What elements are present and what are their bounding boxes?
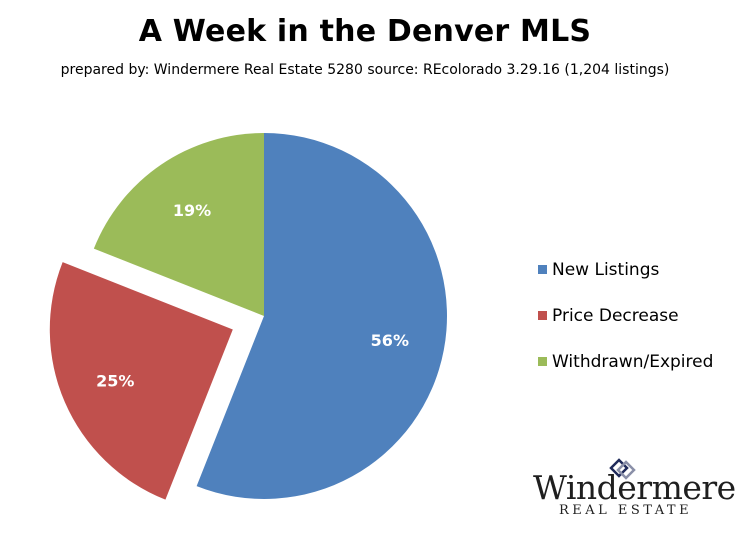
legend-item-new-listings: New Listings [538,258,713,281]
legend-label: New Listings [552,259,660,280]
logo-subtext: REAL ESTATE [558,503,693,518]
legend-item-price-decrease: Price Decrease [538,304,713,327]
pie-slice-withdrawn-expired [93,133,264,316]
data-label: 19% [173,201,211,220]
chart-title: A Week in the Denver MLS [138,14,592,49]
data-label: 25% [96,371,134,390]
legend-label: Withdrawn/Expired [552,351,714,372]
legend: New Listings Price Decrease Withdrawn/Ex… [538,258,713,396]
legend-swatch [538,357,547,366]
chart-subtitle: prepared by: Windermere Real Estate 5280… [60,62,670,78]
windermere-diamond-icon [609,458,636,480]
logo-wordmark: Windermere [533,468,736,507]
pie-slice-new-listings [196,133,447,500]
legend-swatch [538,311,547,320]
data-label: 56% [371,331,409,350]
legend-swatch [538,265,547,274]
pie-slice-price-decrease [49,262,233,500]
windermere-logo: Windermere REAL ESTATE [533,458,736,520]
legend-label: Price Decrease [552,305,679,326]
legend-item-withdrawn-expired: Withdrawn/Expired [538,350,713,373]
